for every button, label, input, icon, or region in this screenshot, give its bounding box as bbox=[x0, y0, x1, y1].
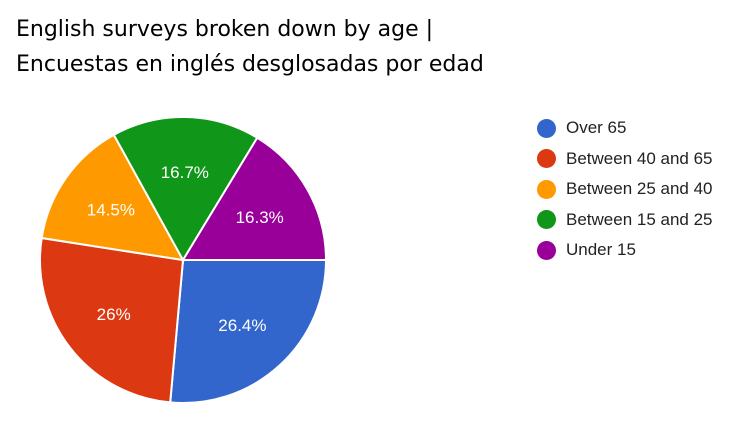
legend-swatch bbox=[537, 210, 556, 230]
chart-title-line-1: English surveys broken down by age | bbox=[16, 17, 434, 42]
slice-data-label: 26% bbox=[97, 305, 131, 324]
legend-item-between-40-and-65: Between 40 and 65 bbox=[537, 144, 713, 175]
slice-data-label: 14.5% bbox=[87, 201, 135, 220]
legend-swatch bbox=[537, 118, 556, 138]
legend-item-between-15-and-25: Between 15 and 25 bbox=[537, 205, 713, 236]
legend-label: Between 15 and 25 bbox=[566, 209, 713, 229]
slice-data-label: 16.7% bbox=[161, 163, 209, 182]
chart-title: English surveys broken down by age | Enc… bbox=[16, 12, 736, 82]
legend-item-under-15: Under 15 bbox=[537, 235, 713, 266]
pie-slice-between-40-and-65 bbox=[39, 236, 185, 404]
legend-swatch bbox=[537, 240, 556, 260]
legend-item-over-65: Over 65 bbox=[537, 113, 713, 144]
chart-legend: Over 65 Between 40 and 65 Between 25 and 4… bbox=[537, 113, 713, 266]
slice-data-label: 16.3% bbox=[236, 208, 284, 227]
legend-swatch bbox=[537, 149, 556, 169]
legend-label: Between 25 and 40 bbox=[566, 179, 713, 199]
pie-slice-over-65 bbox=[169, 259, 328, 404]
legend-swatch bbox=[537, 179, 556, 199]
pie-slice-between-25-and-40 bbox=[40, 133, 185, 262]
legend-label: Under 15 bbox=[566, 240, 636, 260]
slice-data-label: 26.4% bbox=[218, 316, 266, 335]
legend-label: Over 65 bbox=[566, 118, 627, 138]
pie-slice-under-15 bbox=[181, 136, 328, 261]
pie-slice-between-15-and-25 bbox=[112, 116, 259, 262]
legend-item-between-25-and-40: Between 25 and 40 bbox=[537, 174, 713, 205]
legend-label: Between 40 and 65 bbox=[566, 148, 713, 168]
chart-title-line-2: Encuestas en inglés desglosadas por edad bbox=[16, 52, 484, 77]
